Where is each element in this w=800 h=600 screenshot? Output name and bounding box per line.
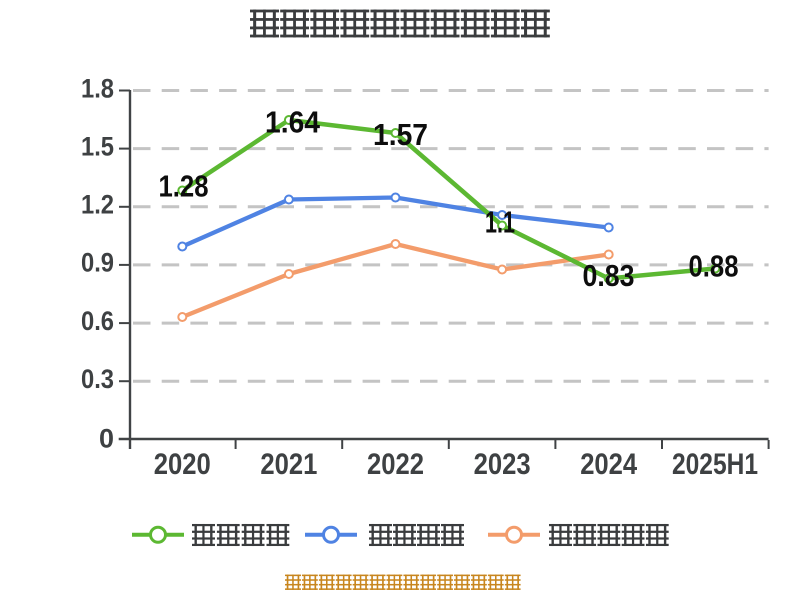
svg-text:1.28: 1.28 bbox=[159, 169, 209, 204]
svg-text:1.57: 1.57 bbox=[373, 117, 428, 152]
svg-text:0: 0 bbox=[99, 424, 114, 454]
svg-text:1.8: 1.8 bbox=[81, 73, 114, 103]
svg-text:2023: 2023 bbox=[474, 448, 531, 481]
svg-text:0.83: 0.83 bbox=[583, 258, 635, 293]
svg-text:0.9: 0.9 bbox=[81, 248, 114, 278]
svg-text:0.88: 0.88 bbox=[689, 249, 739, 284]
svg-text:1.2: 1.2 bbox=[81, 190, 114, 220]
svg-text:1.1: 1.1 bbox=[485, 205, 515, 240]
svg-text:1.5: 1.5 bbox=[81, 131, 114, 161]
svg-text:0.3: 0.3 bbox=[81, 364, 114, 394]
svg-text:2025H1: 2025H1 bbox=[672, 448, 758, 481]
svg-text:2021: 2021 bbox=[260, 448, 317, 481]
svg-text:2024: 2024 bbox=[580, 448, 637, 481]
svg-text:0.6: 0.6 bbox=[81, 306, 114, 336]
svg-text:2020: 2020 bbox=[154, 448, 211, 481]
svg-text:2022: 2022 bbox=[367, 448, 424, 481]
svg-text:1.64: 1.64 bbox=[265, 105, 321, 140]
